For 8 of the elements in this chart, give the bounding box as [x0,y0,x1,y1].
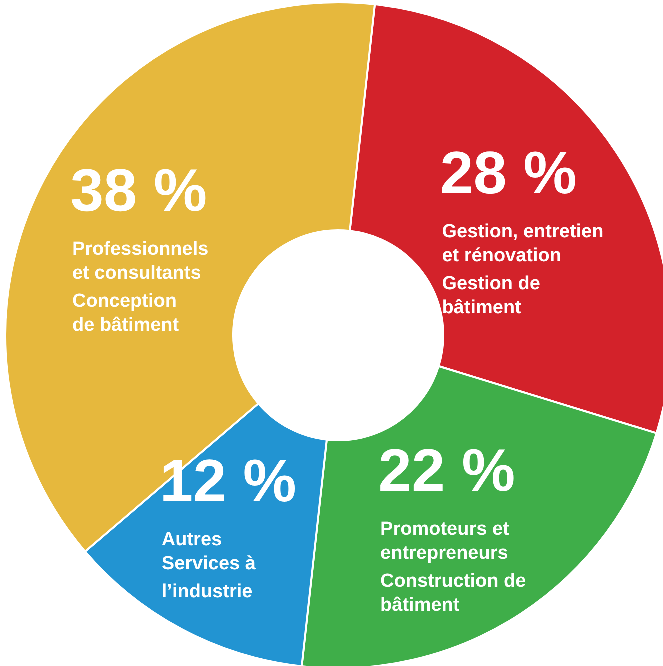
data-label: 12 % [160,448,297,515]
data-label: 22 % [378,437,516,504]
data-label: 38 % [70,156,208,224]
slice-label: Gestion, entretien et rénovation Gestion de bâtiment [442,221,604,318]
slice-label: Promoteurs et entrepreneurs Construction de bâtiment [380,519,526,616]
slice-label: Autres Services à l’industrie [162,530,256,603]
data-label: 28 % [440,139,577,206]
slice-label: Professionnels et consultants Conception de bâtiment [72,238,209,336]
